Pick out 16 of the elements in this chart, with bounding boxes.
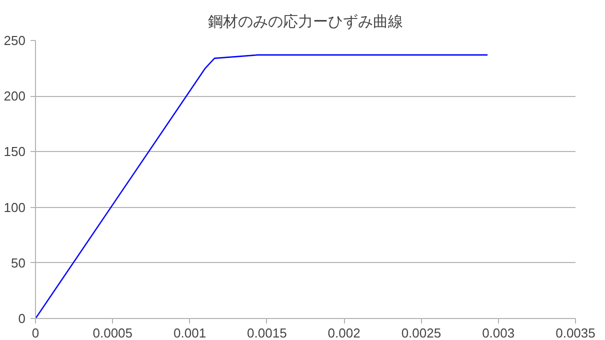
x-tick-label: 0.001 bbox=[174, 326, 206, 340]
y-tick-label: 250 bbox=[4, 33, 26, 48]
x-tick-label: 0.002 bbox=[328, 326, 360, 340]
x-tick-label: 0 bbox=[32, 326, 40, 340]
y-tick-label: 50 bbox=[11, 255, 26, 270]
x-tick-label: 0.0005 bbox=[92, 326, 133, 340]
x-tick-label: 0.0035 bbox=[556, 326, 596, 340]
x-tick-label: 0.0015 bbox=[247, 326, 287, 340]
y-tick-label: 100 bbox=[4, 200, 26, 215]
line-series bbox=[36, 54, 488, 318]
y-tick-label: 200 bbox=[4, 88, 26, 104]
chart-title: 鋼材のみの応力ーひずみ曲線 bbox=[208, 12, 403, 30]
x-tick-label: 0.003 bbox=[482, 326, 515, 340]
y-tick-label: 0 bbox=[18, 311, 26, 326]
x-tick-label: 0.0025 bbox=[401, 326, 442, 340]
y-tick-label: 150 bbox=[4, 144, 26, 160]
